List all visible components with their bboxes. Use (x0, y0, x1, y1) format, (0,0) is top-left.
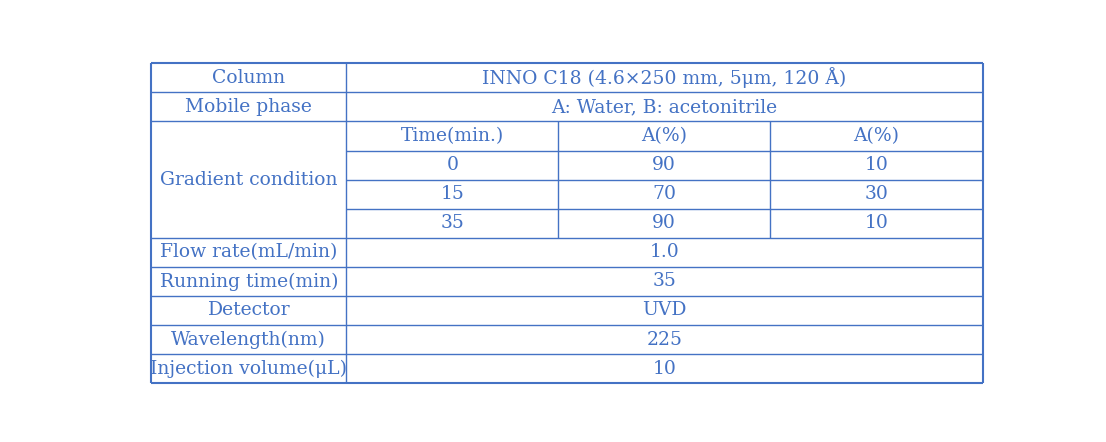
Text: 70: 70 (653, 185, 676, 203)
Text: Wavelength(nm): Wavelength(nm) (171, 331, 326, 349)
Text: 0: 0 (447, 156, 458, 174)
Text: Flow rate(mL/min): Flow rate(mL/min) (160, 243, 337, 261)
Text: INNO C18 (4.6×250 mm, 5μm, 120 Å): INNO C18 (4.6×250 mm, 5μm, 120 Å) (482, 67, 847, 88)
Text: 30: 30 (865, 185, 888, 203)
Text: 225: 225 (647, 331, 682, 349)
Text: Running time(min): Running time(min) (159, 272, 338, 290)
Text: 35: 35 (653, 272, 677, 290)
Text: 10: 10 (653, 360, 677, 377)
Text: Injection volume(μL): Injection volume(μL) (150, 359, 347, 378)
Text: 10: 10 (865, 214, 888, 232)
Text: A(%): A(%) (641, 127, 687, 145)
Text: Mobile phase: Mobile phase (186, 98, 312, 116)
Text: A(%): A(%) (854, 127, 899, 145)
Text: Detector: Detector (208, 301, 290, 320)
Text: 10: 10 (865, 156, 888, 174)
Text: UVD: UVD (643, 301, 687, 320)
Text: 15: 15 (440, 185, 465, 203)
Text: Time(min.): Time(min.) (400, 127, 504, 145)
Text: 90: 90 (653, 214, 676, 232)
Text: Column: Column (212, 69, 285, 87)
Text: A: Water, B: acetonitrile: A: Water, B: acetonitrile (552, 98, 778, 116)
Text: 1.0: 1.0 (649, 243, 679, 261)
Text: 35: 35 (440, 214, 465, 232)
Text: Gradient condition: Gradient condition (160, 171, 337, 189)
Text: 90: 90 (653, 156, 676, 174)
